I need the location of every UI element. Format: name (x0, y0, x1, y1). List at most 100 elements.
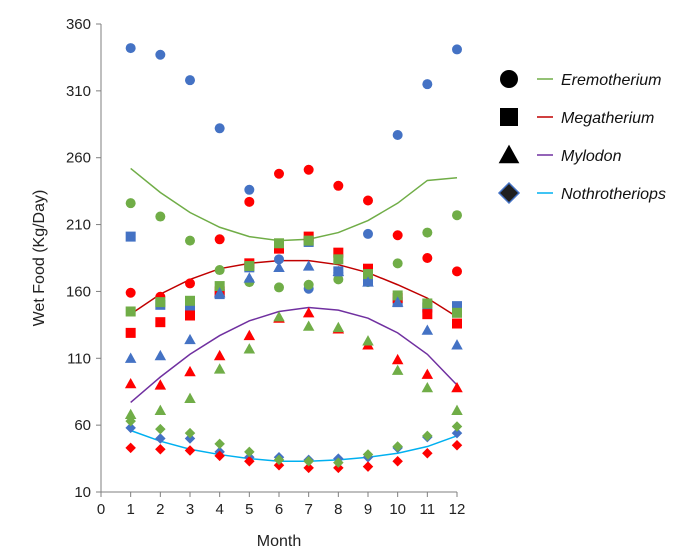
trendline-mylodon (130, 306, 458, 403)
circle-point-green (333, 274, 344, 285)
circle-point-red (125, 287, 136, 298)
y-tick-label: 110 (67, 350, 91, 367)
y-tick-label: 160 (66, 283, 91, 300)
trendline-eremotherium (130, 167, 458, 242)
triangle-point-green (421, 381, 434, 393)
triangle-point-green (332, 321, 345, 333)
square-point-green (274, 238, 284, 249)
triangle-point-blue (273, 261, 285, 272)
circle-point-green (214, 265, 225, 276)
x-tick-label: 2 (156, 501, 164, 518)
diamond-point-green (125, 415, 136, 427)
diamond-point-green (333, 457, 344, 468)
square-point-green (185, 295, 195, 306)
legend-label: Nothrotheriops (561, 186, 666, 203)
triangle-point-red (184, 365, 196, 377)
triangle-point-red (421, 368, 434, 379)
square-point-green (155, 297, 166, 308)
triangle-point-blue (391, 296, 404, 307)
triangle-point-blue (184, 333, 196, 345)
circle-point-green (422, 227, 433, 238)
trendlines (130, 167, 458, 462)
diamond-point-red (392, 455, 403, 467)
circle-point-red (333, 180, 344, 191)
diamond-point-red (244, 455, 255, 467)
legend-square-marker (500, 108, 518, 126)
y-tick-label: 260 (66, 150, 91, 167)
diamond-point-green (214, 438, 225, 450)
y-axis-title: Wet Food (Kg/Day) (31, 190, 48, 327)
triangle-point-blue (451, 339, 463, 350)
y-tick-label: 310 (66, 83, 91, 100)
square-point-green (244, 261, 255, 272)
diamond-point-green (273, 454, 285, 466)
circle-point-blue (125, 43, 136, 54)
triangle-point-green (213, 363, 226, 374)
circle-point-blue (214, 123, 225, 134)
diamond-point-green (303, 455, 314, 467)
x-tick-label: 0 (97, 501, 105, 518)
square-point-red (185, 310, 195, 321)
triangle-point-green (302, 320, 315, 331)
diamond-point-green (155, 423, 166, 435)
circle-point-green (452, 210, 462, 221)
legend-circle-marker (500, 70, 518, 88)
circle-point-red (274, 168, 284, 179)
square-point-red (125, 327, 136, 338)
circle-point-red (185, 278, 195, 289)
diamond-point-red (303, 462, 314, 474)
diamond-point-red (125, 442, 136, 454)
circle-point-green (125, 198, 136, 209)
circle-point-green (185, 235, 195, 246)
triangle-point-green (391, 364, 404, 375)
square-point-green (125, 306, 136, 317)
triangle-point-blue (124, 352, 137, 363)
legend-diamond-marker (497, 181, 521, 205)
triangle-point-blue (213, 287, 226, 298)
y-tick-label: 210 (66, 217, 91, 234)
legend-item-megatherium: Megatherium (500, 108, 654, 127)
square-point-red (155, 317, 166, 328)
diamond-point-green (451, 421, 463, 432)
triangle-point-blue (243, 272, 256, 283)
circle-point-red (392, 230, 403, 241)
circle-point-red (363, 195, 373, 206)
square-point-blue (125, 231, 136, 242)
triangle-point-blue (421, 324, 434, 335)
triangle-point-blue (362, 276, 374, 287)
triangle-point-green (243, 343, 256, 354)
circle-point-red (422, 253, 433, 263)
triangle-point-red (243, 329, 256, 341)
circle-point-blue (452, 44, 462, 55)
x-tick-label: 11 (420, 501, 436, 518)
square-point-green (392, 290, 403, 301)
triangle-point-green (451, 404, 463, 416)
triangle-point-red (391, 353, 404, 365)
x-tick-label: 1 (126, 501, 134, 518)
y-tick-label: 60 (74, 417, 91, 434)
square-point-blue (185, 302, 195, 313)
square-point-red (274, 243, 284, 254)
circle-point-red (303, 164, 314, 175)
circle-point-blue (422, 79, 433, 90)
circle-point-blue (155, 49, 166, 60)
diamond-point-blue (125, 422, 136, 434)
legend-label: Mylodon (561, 148, 622, 165)
circle-point-red (214, 234, 225, 245)
diamond-point-red (184, 445, 196, 456)
y-tick-label: 360 (66, 16, 91, 33)
square-point-blue (452, 301, 462, 312)
trendline-nothrotheriops (130, 429, 458, 462)
square-point-red (363, 263, 373, 274)
diamond-point-green (422, 430, 433, 442)
triangle-point-red (154, 379, 167, 390)
triangle-point-green (124, 408, 137, 420)
square-point-green (452, 307, 462, 318)
x-tick-label: 6 (275, 501, 283, 518)
x-tick-label: 12 (449, 501, 466, 518)
x-tick-label: 3 (186, 501, 194, 518)
square-point-red (422, 309, 433, 320)
square-point-green (363, 269, 373, 280)
